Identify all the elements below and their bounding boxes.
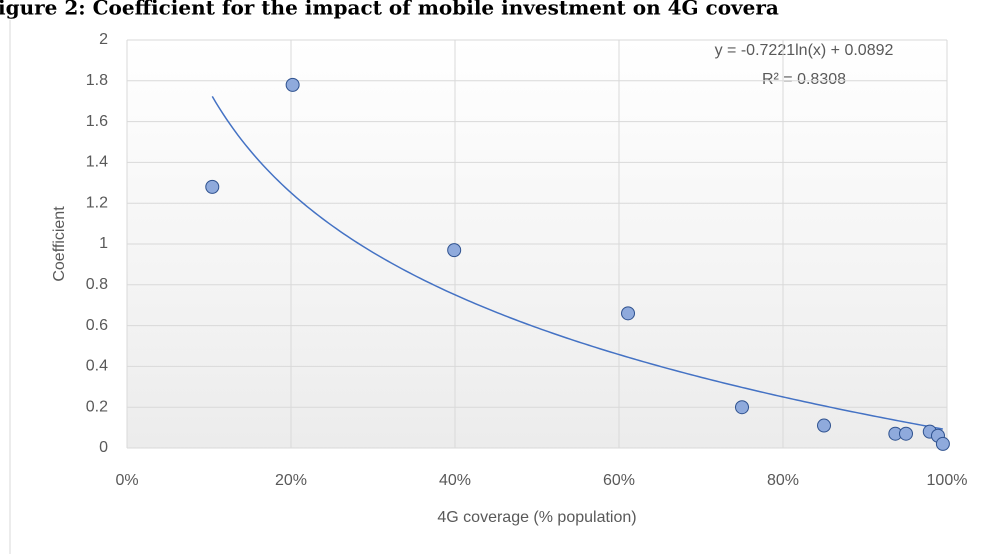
data-point bbox=[935, 436, 950, 451]
y-tick-label: 0.6 bbox=[86, 317, 108, 334]
x-axis-label: 4G coverage (% population) bbox=[437, 509, 636, 526]
trendline bbox=[211, 96, 944, 430]
x-tick-label: 60% bbox=[603, 472, 635, 489]
y-tick-label: 1 bbox=[99, 235, 108, 252]
x-tick-label: 20% bbox=[275, 472, 307, 489]
y-tick-label: 0.8 bbox=[86, 276, 108, 293]
data-point bbox=[735, 400, 749, 415]
data-point bbox=[621, 306, 636, 321]
x-tick-label: 80% bbox=[767, 472, 799, 489]
y-tick-label: 1.4 bbox=[86, 154, 108, 171]
x-tick-label: 100% bbox=[927, 472, 968, 489]
trend-equation: y = -0.7221ln(x) + 0.0892 bbox=[715, 42, 894, 59]
data-point bbox=[899, 426, 913, 441]
chart-title: igure 2: Coefficient for the impact of m… bbox=[0, 0, 779, 20]
y-tick-label: 2 bbox=[99, 31, 108, 48]
data-point bbox=[205, 179, 220, 194]
y-tick-label: 1.8 bbox=[86, 72, 108, 89]
y-tick-label: 1.6 bbox=[86, 113, 108, 130]
data-point bbox=[285, 77, 300, 92]
y-tick-label: 1.2 bbox=[86, 194, 108, 211]
y-tick-label: 0 bbox=[99, 439, 108, 456]
trend-r-squared: R² = 0.8308 bbox=[762, 71, 846, 88]
y-tick-label: 0.2 bbox=[86, 398, 108, 415]
data-point bbox=[817, 418, 831, 433]
y-tick-label: 0.4 bbox=[86, 358, 108, 375]
y-axis-label: Coefficient bbox=[51, 206, 68, 282]
x-tick-label: 40% bbox=[439, 472, 471, 489]
x-tick-label: 0% bbox=[115, 472, 138, 489]
data-point bbox=[447, 243, 462, 258]
